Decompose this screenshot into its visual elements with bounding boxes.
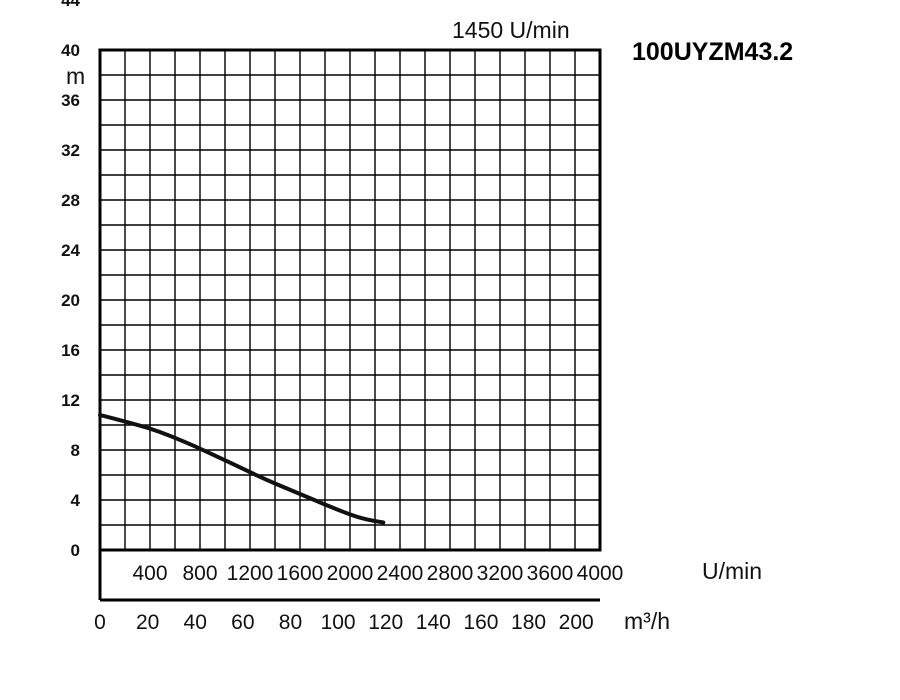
y-tick-label: 32 (61, 141, 80, 160)
plot-frame (98, 48, 602, 552)
x-axis-label: m³/h (624, 608, 670, 634)
secondary-x-tick-label: 3200 (477, 562, 524, 585)
y-tick-label: 40 (61, 41, 80, 60)
y-tick-label: 8 (71, 441, 80, 460)
secondary-x-tick-label: 1200 (227, 562, 274, 585)
y-tick-label: 44 (61, 0, 80, 10)
y-tick-label: 0 (71, 541, 80, 560)
secondary-x-tick-label: 3600 (527, 562, 574, 585)
y-tick-label: 12 (61, 391, 80, 410)
x-tick-label: 160 (463, 611, 498, 634)
model-label: 100UYZM43.2 (632, 38, 793, 66)
x-tick-label: 0 (94, 611, 106, 634)
x-tick-label: 80 (279, 611, 302, 634)
x-tick-label: 100 (321, 611, 356, 634)
x-tick-label: 120 (368, 611, 403, 634)
y-tick-label: 20 (61, 291, 80, 310)
y-tick-label: 16 (61, 341, 80, 360)
x-tick-label: 40 (184, 611, 207, 634)
grid-lines (100, 50, 600, 550)
y-tick-label: 24 (61, 241, 80, 260)
speed-label: 1450 U/min (452, 17, 570, 43)
x-tick-label: 60 (231, 611, 254, 634)
secondary-x-tick-labels: 400 800 1200 1600 2000 2400 2800 3200 3600 4000 (132, 562, 623, 585)
x-tick-label: 20 (136, 611, 159, 634)
y-tick-label: 4 (71, 491, 81, 510)
head-curve-series-0 (98, 413, 386, 525)
secondary-x-tick-label: 4000 (577, 562, 624, 585)
x-tick-label: 200 (559, 611, 594, 634)
x-tick-label: 180 (511, 611, 546, 634)
x-tick-label: 140 (416, 611, 451, 634)
y-axis-label: m (66, 63, 85, 89)
y-tick-label: 28 (61, 191, 80, 210)
y-tick-label: 36 (61, 91, 80, 110)
y-tick-labels: 0 4 8 12 16 20 24 28 32 36 40 44 (61, 0, 80, 560)
x-tick-labels: 0 20 40 60 80 100 120 140 160 180 200 (94, 611, 594, 634)
series-layer (98, 413, 386, 525)
secondary-x-tick-label: 800 (182, 562, 217, 585)
secondary-x-tick-label: 400 (132, 562, 167, 585)
secondary-x-tick-label: 2400 (377, 562, 424, 585)
secondary-x-tick-label: 2800 (427, 562, 474, 585)
secondary-x-tick-label: 2000 (327, 562, 374, 585)
secondary-x-axis-label: U/min (702, 558, 762, 584)
secondary-x-tick-label: 1600 (277, 562, 324, 585)
